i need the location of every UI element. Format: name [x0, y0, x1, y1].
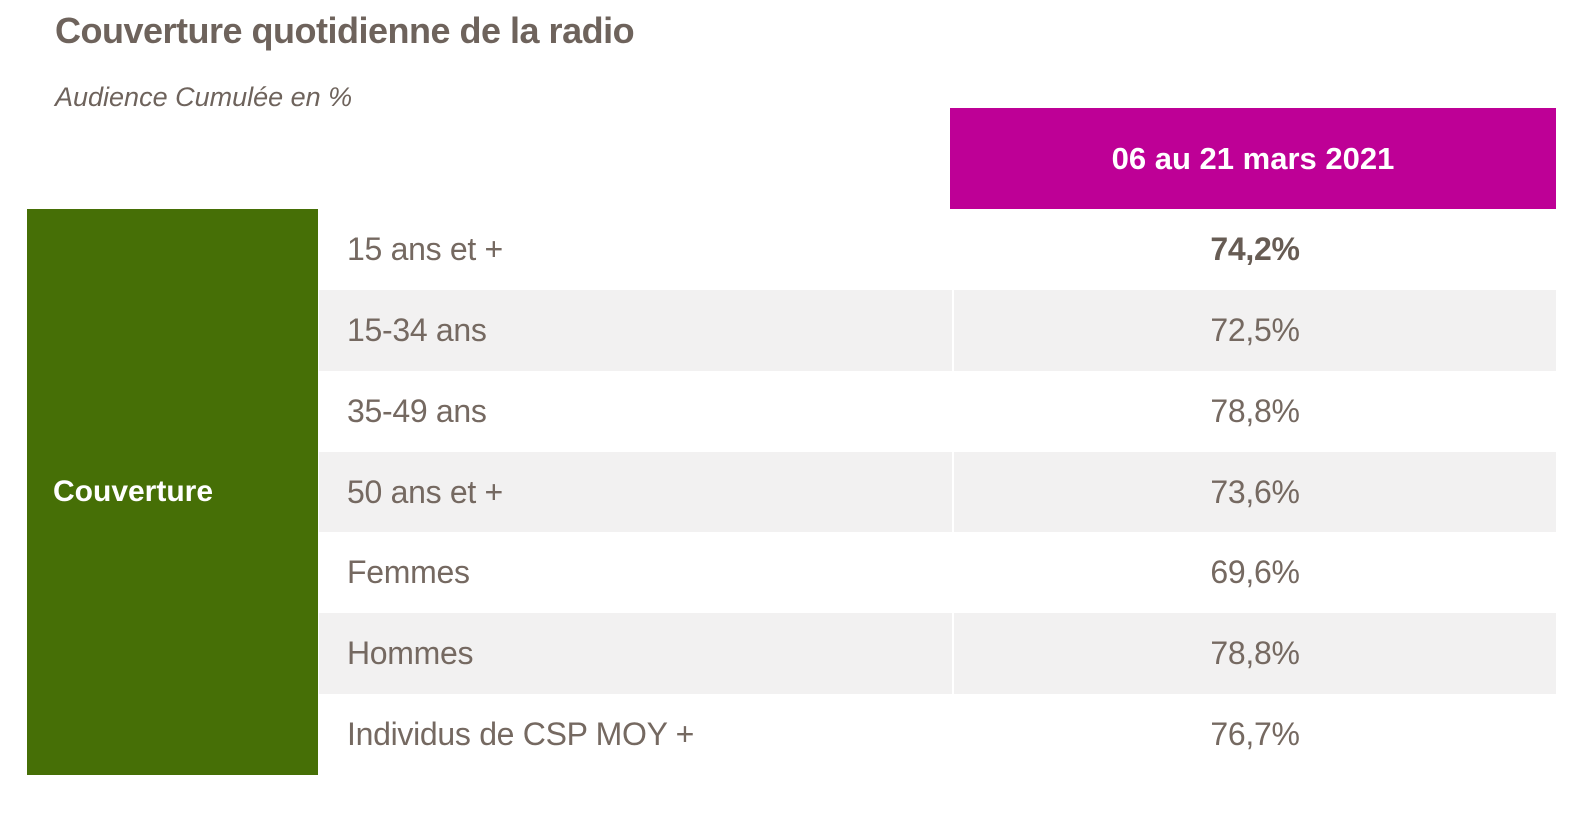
row-value: 72,5% — [954, 289, 1556, 371]
page-subtitle: Audience Cumulée en % — [55, 82, 353, 112]
page-title: Couverture quotidienne de la radio — [55, 10, 635, 51]
row-label: 50 ans et + — [319, 451, 952, 533]
period-header-label: 06 au 21 mars 2021 — [1111, 140, 1395, 176]
row-value: 78,8% — [954, 613, 1556, 695]
row-label: Hommes — [319, 613, 952, 695]
row-value: 78,8% — [1210, 392, 1300, 429]
table-row: Femmes 69,6% — [319, 532, 1556, 613]
table-row: Hommes 78,8% — [319, 613, 1556, 695]
row-group-label: Couverture — [53, 475, 214, 508]
row-group-couverture: Couverture — [27, 209, 318, 775]
table-row: 15 ans et + 74,2% — [319, 209, 1556, 290]
row-label: 15-34 ans — [319, 289, 952, 371]
row-label: Femmes — [347, 554, 470, 591]
table-row: Individus de CSP MOY + 76,7% — [319, 694, 1556, 775]
row-label: Individus de CSP MOY + — [347, 716, 695, 753]
table-row: 50 ans et + 73,6% — [319, 451, 1556, 533]
period-header: 06 au 21 mars 2021 — [950, 108, 1556, 209]
table-row: 15-34 ans 72,5% — [319, 289, 1556, 371]
row-value: 69,6% — [1210, 554, 1300, 591]
row-label: 15 ans et + — [347, 230, 503, 267]
table-body: 15 ans et + 74,2% 15-34 ans 72,5% 35-49 … — [319, 209, 1556, 775]
row-value: 73,6% — [954, 451, 1556, 533]
row-value: 74,2% — [1210, 230, 1300, 267]
row-value: 76,7% — [1210, 716, 1300, 753]
row-label: 35-49 ans — [347, 392, 487, 429]
table-row: 35-49 ans 78,8% — [319, 371, 1556, 452]
